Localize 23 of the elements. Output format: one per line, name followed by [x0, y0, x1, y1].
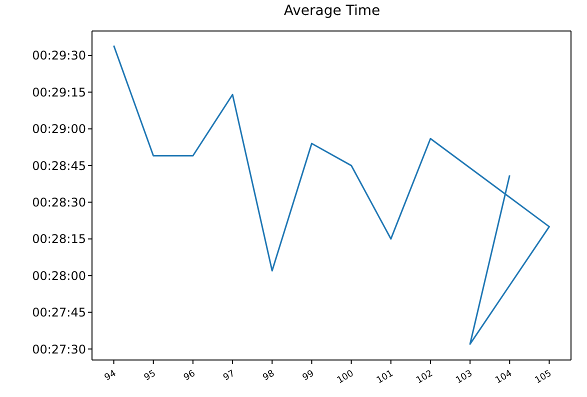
- y-tick-label: 00:27:45: [32, 306, 86, 320]
- y-tick-label: 00:28:00: [32, 268, 86, 283]
- x-tick-label: 97: [222, 368, 237, 384]
- x-tick-label: 103: [454, 368, 474, 386]
- x-tick-label: 94: [103, 368, 118, 384]
- line-series: [113, 44, 550, 345]
- x-tick-label: 100: [336, 368, 356, 386]
- x-tick-label: 101: [375, 368, 396, 386]
- x-tick-label: 99: [301, 368, 316, 384]
- y-tick-label: 00:29:15: [32, 85, 86, 100]
- x-tick-label: 98: [262, 368, 277, 384]
- y-tick-label: 00:28:45: [32, 158, 86, 173]
- x-tick-label: 102: [414, 368, 435, 386]
- y-tick-label: 00:28:15: [32, 232, 86, 246]
- x-tick-label: 96: [182, 368, 198, 384]
- y-tick-label: 00:28:30: [32, 195, 86, 210]
- y-tick-label: 00:27:30: [32, 342, 86, 356]
- y-tick-label: 00:29:00: [32, 122, 86, 136]
- chart-title: Average Time: [282, 3, 382, 19]
- x-tick-label: 104: [494, 368, 514, 386]
- x-tick-label: 105: [534, 368, 554, 386]
- y-tick-label: 00:29:30: [32, 48, 86, 63]
- x-tick-label: 95: [142, 368, 158, 384]
